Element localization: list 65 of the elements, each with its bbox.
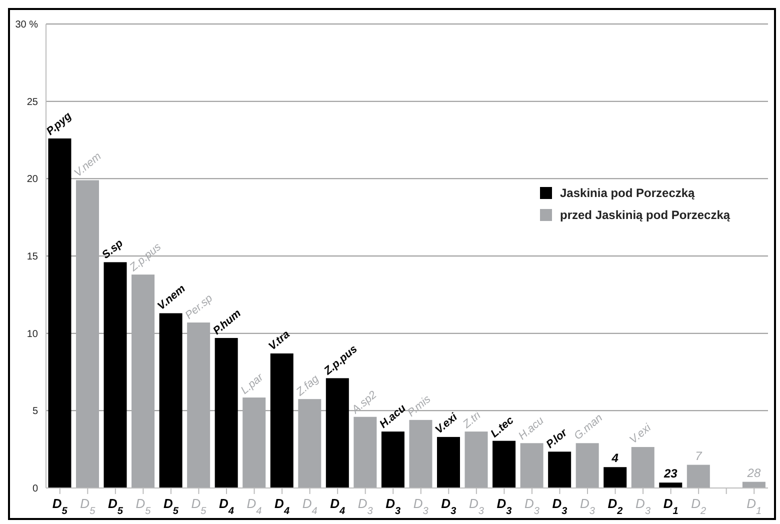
bar	[354, 416, 377, 488]
data-label: S.sp	[100, 237, 126, 262]
annotation: 28	[746, 466, 761, 480]
annotation: 4	[610, 451, 619, 466]
y-tick-label: 5	[32, 406, 38, 418]
bar	[381, 432, 404, 488]
bar	[270, 353, 294, 488]
x-tick-label: D$_{3}$	[386, 496, 402, 516]
bar	[214, 338, 238, 488]
x-tick-label: D$_{3}$	[580, 496, 596, 516]
y-tick-label: 10	[26, 328, 38, 340]
data-label: Z.tri	[460, 409, 484, 432]
x-tick-label: D$_{4}$	[330, 496, 346, 516]
x-tick-label: D$_{4}$	[219, 496, 234, 516]
annotation: 23	[662, 466, 678, 481]
bar	[436, 436, 460, 488]
x-tick-label: D$_{3}$	[552, 496, 568, 516]
annotation: 7	[695, 448, 704, 463]
y-tick-label: 30 %	[15, 20, 38, 31]
bar	[409, 420, 432, 488]
bar	[242, 398, 266, 488]
x-tick-label: D$_{3}$	[441, 496, 457, 516]
x-tick-label: D$_{3}$	[636, 496, 651, 516]
bar	[464, 432, 488, 488]
x-tick-label: D$_{4}$	[274, 496, 290, 516]
bar	[576, 443, 599, 488]
bar	[548, 452, 572, 488]
x-tick-label: D$_{3}$	[524, 496, 540, 516]
x-tick-label: D$_{3}$	[496, 496, 512, 516]
x-tick-label: D$_{3}$	[468, 496, 484, 516]
x-tick-label: D$_{5}$	[80, 496, 96, 516]
x-tick-label: D$_{3}$	[413, 496, 429, 516]
bar	[604, 467, 627, 488]
data-label: V.tra	[266, 328, 292, 353]
x-tick-label: D$_{2}$	[691, 496, 706, 516]
legend-label: Jaskinia pod Porzeczką	[560, 186, 695, 200]
bar	[132, 274, 155, 488]
bar	[520, 443, 544, 488]
bar	[187, 322, 210, 488]
bar	[492, 440, 516, 488]
y-tick-label: 0	[32, 484, 38, 495]
bar	[631, 447, 654, 488]
x-tick-label: D$_{2}$	[608, 496, 624, 516]
x-tick-label: D$_{1}$	[746, 496, 762, 516]
bar	[686, 464, 710, 488]
x-tick-label: D$_{1}$	[663, 496, 679, 516]
bar	[104, 262, 127, 488]
bar	[76, 180, 99, 488]
x-tick-label: D$_{5}$	[52, 496, 68, 516]
x-tick-label: D$_{5}$	[108, 496, 124, 516]
y-tick-label: 25	[26, 96, 38, 108]
y-tick-label: 15	[26, 252, 38, 263]
x-tick-label: D$_{3}$	[358, 496, 374, 516]
bar	[298, 399, 322, 488]
x-tick-label: D$_{4}$	[246, 496, 262, 516]
bar	[48, 138, 72, 488]
bar	[326, 378, 349, 488]
bar	[159, 313, 182, 488]
y-tick-label: 20	[26, 174, 38, 186]
x-tick-label: D$_{5}$	[136, 496, 152, 516]
bar	[659, 482, 682, 488]
legend-label: przed Jaskinią pod Porzeczką	[560, 208, 730, 222]
x-tick-label: D$_{5}$	[191, 496, 207, 516]
x-tick-label: D$_{5}$	[163, 496, 179, 516]
x-tick-label: D$_{4}$	[302, 496, 318, 516]
